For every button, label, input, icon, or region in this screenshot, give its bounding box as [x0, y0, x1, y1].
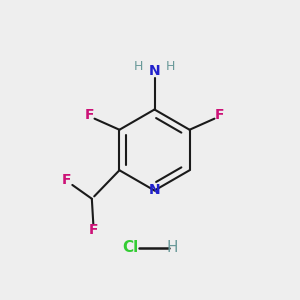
Text: N: N: [149, 64, 160, 78]
Text: H: H: [167, 240, 178, 255]
Text: F: F: [88, 223, 98, 237]
Text: H: H: [134, 59, 144, 73]
Text: F: F: [85, 108, 94, 122]
Text: Cl: Cl: [122, 240, 139, 255]
Text: N: N: [149, 184, 160, 197]
Text: F: F: [62, 173, 72, 187]
Text: F: F: [215, 108, 224, 122]
Text: H: H: [165, 59, 175, 73]
